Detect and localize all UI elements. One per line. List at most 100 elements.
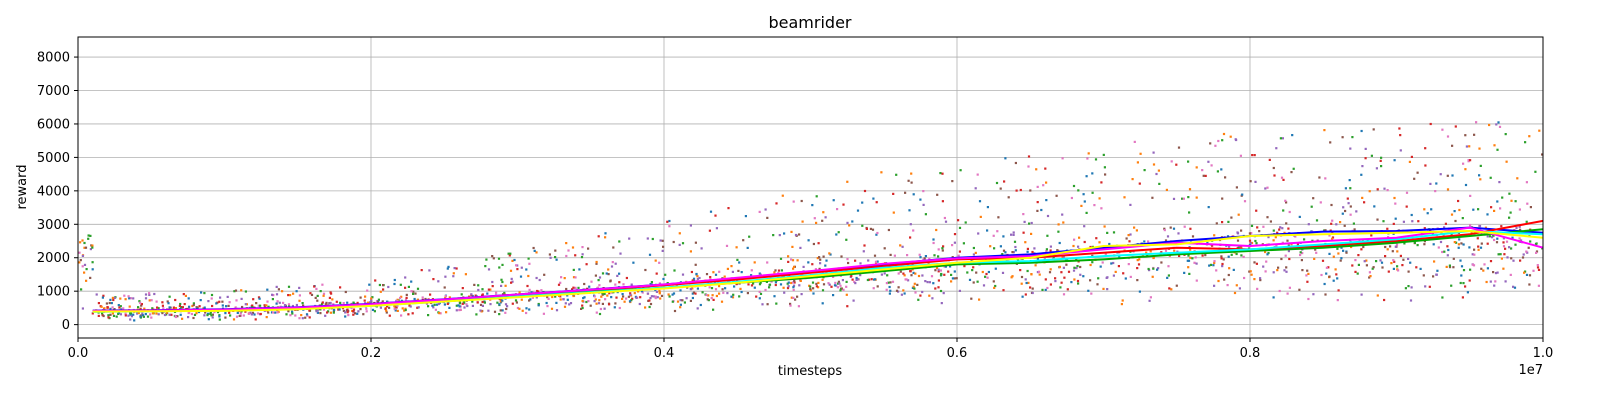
scatter-point: [1365, 264, 1368, 267]
scatter-point: [464, 273, 467, 276]
scatter-point: [621, 293, 624, 296]
scatter-point: [796, 259, 799, 262]
scatter-point: [1014, 249, 1017, 252]
scatter-point: [321, 302, 324, 305]
scatter-point: [1522, 253, 1525, 256]
scatter-point: [1054, 277, 1057, 280]
scatter-point: [1061, 256, 1064, 259]
scatter-point: [1462, 282, 1465, 285]
scatter-point: [1516, 177, 1519, 180]
scatter-point: [1046, 214, 1050, 218]
scatter-point: [1104, 252, 1107, 255]
scatter-point: [1368, 271, 1371, 274]
scatter-point: [289, 314, 292, 317]
scatter-point: [789, 302, 792, 305]
scatter-point: [236, 311, 239, 314]
scatter-point: [779, 257, 783, 260]
scatter-point: [1514, 200, 1517, 203]
scatter-point: [708, 286, 711, 289]
scatter-point: [395, 306, 398, 309]
scatter-point: [747, 283, 750, 286]
scatter-point: [1279, 226, 1282, 229]
scatter-point: [725, 244, 729, 247]
scatter-point: [329, 311, 332, 314]
scatter-point: [981, 270, 984, 274]
scatter-point: [308, 316, 311, 319]
scatter-point: [887, 228, 890, 232]
scatter-point: [1349, 213, 1352, 216]
scatter-point: [993, 247, 996, 250]
scatter-point: [922, 203, 925, 206]
scatter-point: [128, 297, 131, 300]
scatter-point: [445, 311, 448, 314]
scatter-point: [1426, 212, 1429, 215]
scatter-point: [275, 285, 278, 288]
y-tick-label: 0: [62, 318, 70, 333]
scatter-point: [1500, 225, 1503, 228]
scatter-point: [662, 245, 665, 248]
scatter-point: [298, 299, 301, 302]
scatter-point: [629, 293, 632, 296]
scatter-point: [1321, 259, 1325, 262]
scatter-point: [83, 241, 86, 245]
scatter-point: [428, 269, 431, 272]
scatter-point: [1467, 159, 1470, 162]
scatter-point: [225, 305, 228, 308]
scatter-point: [528, 308, 531, 311]
scatter-point: [123, 294, 126, 297]
scatter-point: [1504, 247, 1507, 250]
scatter-point: [1070, 281, 1073, 284]
scatter-point: [846, 221, 849, 224]
scatter-point: [984, 275, 987, 278]
scatter-point: [252, 298, 255, 301]
scatter-point: [941, 200, 944, 203]
scatter-point: [880, 273, 883, 276]
scatter-point: [1363, 201, 1366, 204]
scatter-point: [282, 301, 285, 304]
scatter-point: [1462, 269, 1466, 272]
scatter-point: [713, 281, 717, 284]
scatter-point: [359, 308, 362, 311]
scatter-point: [599, 307, 602, 311]
scatter-point: [1273, 174, 1276, 177]
scatter-point: [87, 234, 90, 237]
scatter-point: [119, 313, 122, 316]
scatter-point: [779, 283, 783, 286]
scatter-point: [1237, 213, 1240, 216]
scatter-point: [209, 312, 212, 315]
scatter-point: [91, 268, 94, 271]
scatter-point: [91, 246, 94, 249]
scatter-point: [228, 311, 231, 314]
scatter-point: [1354, 259, 1357, 262]
scatter-point: [934, 287, 937, 290]
scatter-point: [1536, 266, 1540, 269]
x-tick-label: 0.0: [68, 346, 89, 361]
scatter-point: [1275, 147, 1278, 150]
scatter-point: [724, 287, 727, 290]
scatter-point: [701, 291, 704, 294]
scatter-point: [662, 277, 665, 281]
scatter-point: [958, 289, 961, 292]
scatter-point: [457, 304, 460, 307]
scatter-point: [144, 313, 147, 316]
scatter-point: [510, 281, 513, 284]
scatter-point: [1408, 160, 1411, 163]
scatter-point: [1044, 278, 1047, 281]
scatter-point: [1209, 263, 1213, 266]
scatter-point: [1505, 240, 1509, 243]
scatter-point: [156, 306, 159, 309]
scatter-point: [396, 309, 399, 312]
scatter-point: [106, 306, 109, 309]
scatter-point: [1370, 154, 1373, 157]
scatter-point: [209, 311, 212, 314]
scatter-point: [1331, 237, 1334, 240]
scatter-point: [1310, 205, 1313, 208]
scatter-point: [520, 298, 523, 301]
scatter-point: [1214, 144, 1217, 147]
scatter-point: [1500, 257, 1503, 260]
scatter-point: [837, 231, 840, 234]
scatter-point: [1323, 129, 1326, 132]
scatter-point: [1015, 189, 1018, 192]
scatter-point: [1324, 293, 1327, 296]
scatter-point: [1087, 289, 1090, 292]
